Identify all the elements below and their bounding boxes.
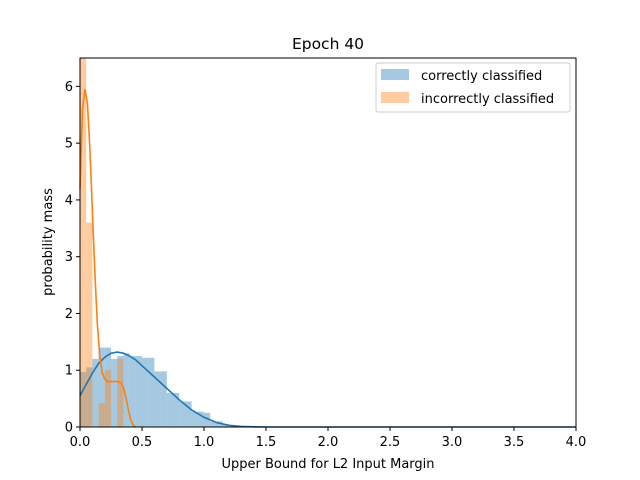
y-axis: 0 1 2 3 4 5 6 — [65, 80, 80, 436]
hist-bar-incorrect — [98, 403, 105, 427]
hist-bar-correct — [117, 356, 124, 427]
hist-bar-correct — [166, 392, 173, 427]
hist-bar-correct — [185, 401, 192, 427]
x-tick-label: 1.5 — [256, 435, 277, 450]
y-tick-label: 3 — [65, 250, 73, 265]
hist-bar-correct — [135, 356, 142, 427]
legend-label-correct: correctly classified — [421, 69, 542, 84]
hist-bar-correct — [179, 401, 186, 427]
x-tick-label: 1.0 — [194, 435, 215, 450]
x-tick-label: 0.0 — [70, 435, 91, 450]
hist-bar-correct — [111, 358, 118, 427]
legend-swatch-incorrect — [381, 92, 409, 103]
hist-bar-correct — [154, 371, 161, 427]
legend: correctly classified incorrectly classif… — [375, 62, 571, 113]
hist-bar-correct — [216, 421, 223, 427]
hist-bar-correct — [204, 412, 211, 427]
hist-bar-incorrect — [86, 222, 93, 427]
x-tick-label: 4.0 — [566, 435, 587, 450]
kde-layer — [79, 89, 576, 428]
hist-bar-incorrect — [117, 358, 124, 427]
x-tick-label: 2.0 — [318, 435, 339, 450]
hist-bar-correct — [86, 367, 93, 427]
hist-bar-correct — [123, 353, 130, 427]
x-tick-label: 2.5 — [380, 435, 401, 450]
y-tick-label: 4 — [65, 193, 73, 208]
hist-bar-correct — [173, 392, 180, 427]
hist-bar-correct — [92, 358, 99, 427]
x-tick-label: 3.0 — [442, 435, 463, 450]
legend-swatch-correct — [381, 69, 409, 80]
hist-bar-correct — [210, 421, 217, 427]
chart-title: Epoch 40 — [292, 35, 364, 53]
y-tick-label: 5 — [65, 137, 73, 152]
hist-bar-correct — [104, 347, 111, 427]
hist-bar-correct — [222, 424, 229, 427]
legend-box — [375, 62, 571, 113]
y-axis-label: probability mass — [41, 188, 56, 296]
hist-bar-correct — [80, 371, 87, 427]
y-tick-label: 0 — [65, 421, 73, 436]
y-tick-label: 2 — [65, 307, 73, 322]
kde-line-incorrect — [79, 89, 137, 428]
x-tick-label: 0.5 — [132, 435, 153, 450]
histogram-layer — [80, 58, 229, 427]
hist-bar-correct — [129, 356, 136, 427]
legend-label-incorrect: incorrectly classified — [421, 92, 554, 107]
x-tick-label: 3.5 — [504, 435, 525, 450]
y-tick-label: 6 — [65, 80, 73, 95]
hist-bar-correct — [142, 357, 149, 427]
hist-bar-incorrect — [80, 58, 87, 427]
hist-bar-correct — [191, 411, 198, 427]
hist-bar-correct — [160, 371, 167, 427]
x-axis-label: Upper Bound for L2 Input Margin — [221, 457, 434, 472]
x-axis: 0.0 0.5 1.0 1.5 2.0 2.5 3.0 3.5 4.0 — [70, 427, 587, 450]
hist-bar-correct — [98, 347, 105, 427]
y-tick-label: 1 — [65, 364, 73, 379]
hist-bar-incorrect — [104, 370, 111, 427]
hist-bar-correct — [197, 411, 204, 427]
hist-bar-correct — [148, 357, 155, 427]
